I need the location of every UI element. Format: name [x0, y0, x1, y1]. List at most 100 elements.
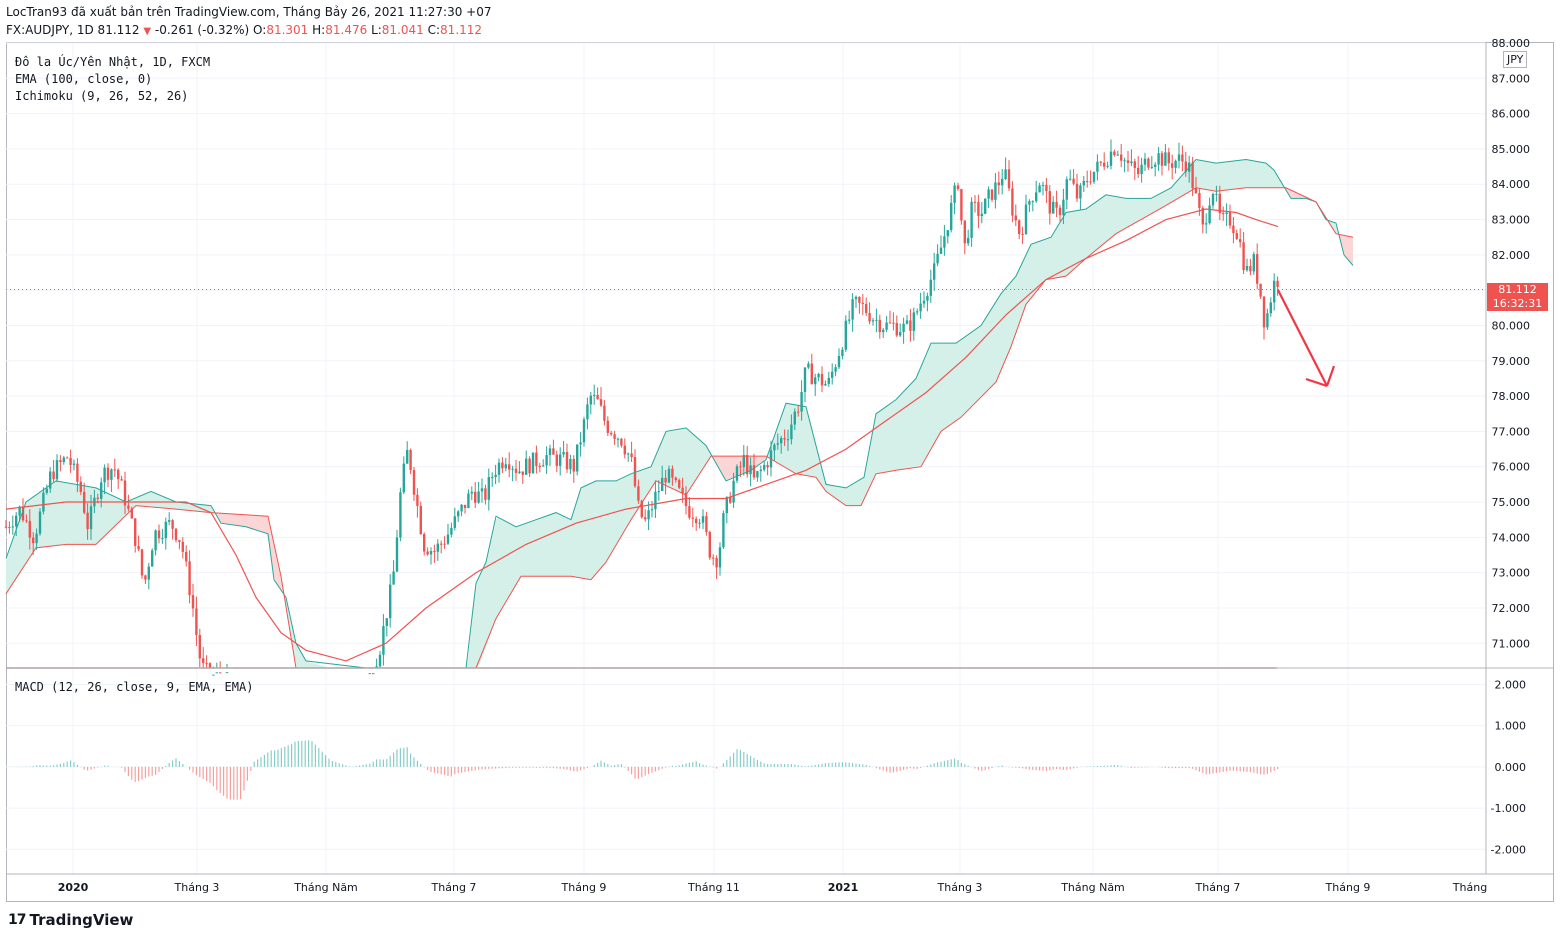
- candle-body: [922, 300, 926, 304]
- candle-body: [926, 295, 929, 301]
- ichimoku-cloud-segment: [681, 428, 684, 495]
- candle-body: [531, 452, 535, 474]
- candle-body: [151, 550, 154, 567]
- candle-body: [899, 332, 902, 336]
- candle-body: [637, 486, 640, 501]
- ichimoku-cloud-segment: [165, 497, 168, 509]
- candle-body: [1184, 161, 1187, 172]
- candle-body: [854, 296, 858, 300]
- candle-body: [1157, 153, 1160, 165]
- ema-legend[interactable]: EMA (100, close, 0): [15, 72, 153, 86]
- ichimoku-cloud-segment: [1182, 171, 1185, 197]
- ichimoku-cloud-segment: [255, 515, 258, 531]
- ichimoku-cloud-segment: [840, 486, 843, 504]
- ichimoku-cloud-segment: [513, 525, 516, 590]
- candle-body: [480, 488, 484, 492]
- candle-body: [647, 510, 650, 520]
- candle-body: [613, 434, 616, 439]
- candle-body: [783, 438, 786, 440]
- candle-body: [1055, 201, 1058, 208]
- ichimoku-cloud-segment: [990, 306, 993, 389]
- ichimoku-cloud-segment: [1344, 235, 1347, 259]
- ichimoku-legend[interactable]: Ichimoku (9, 26, 52, 26): [15, 89, 189, 103]
- candle-body: [606, 420, 609, 433]
- time-tick-label: Tháng: [1452, 881, 1487, 894]
- candle-body: [1205, 223, 1208, 225]
- candle-body: [616, 438, 620, 440]
- ichimoku-cloud-segment: [45, 486, 48, 547]
- ichimoku-cloud-segment: [885, 405, 888, 473]
- candle-body: [1007, 169, 1011, 189]
- candle-body: [875, 319, 878, 321]
- candle-body: [661, 477, 664, 492]
- time-tick-label: Tháng 9: [1325, 881, 1371, 894]
- ichimoku-cloud-segment: [1050, 233, 1053, 279]
- ichimoku-cloud-segment: [75, 484, 78, 545]
- ichimoku-cloud-segment: [138, 495, 141, 507]
- ichimoku-cloud-segment: [48, 484, 51, 547]
- candle-body: [1167, 152, 1170, 164]
- currency-badge[interactable]: JPY: [1503, 51, 1528, 68]
- ichimoku-cloud-segment: [1149, 197, 1152, 216]
- ichimoku-cloud-segment: [756, 456, 759, 467]
- tradingview-logo[interactable]: 17 TradingView: [8, 911, 133, 929]
- ichimoku-cloud-segment: [177, 502, 180, 510]
- candle-body: [990, 189, 994, 200]
- ichimoku-cloud-segment: [1020, 261, 1023, 322]
- candle-body: [1273, 280, 1276, 303]
- ichimoku-cloud-segment: [57, 481, 60, 546]
- candle-body: [1208, 205, 1211, 224]
- candle-body: [450, 527, 453, 535]
- forecast-arrow[interactable]: [1277, 289, 1336, 388]
- candle-body: [55, 460, 59, 480]
- ichimoku-cloud-segment: [1110, 195, 1113, 239]
- ichimoku-cloud-segment: [228, 513, 231, 525]
- candle-body: [848, 319, 851, 321]
- candle-body: [504, 464, 507, 469]
- ichimoku-cloud-segment: [246, 514, 249, 528]
- time-tick-label: Tháng 3: [937, 881, 983, 894]
- candle-body: [929, 279, 932, 296]
- ichimoku-cloud-segment: [210, 505, 213, 513]
- candle-body: [106, 467, 110, 480]
- ichimoku-cloud-segment: [1044, 238, 1047, 283]
- ichimoku-cloud-segment: [1209, 161, 1212, 191]
- candle-body: [130, 508, 133, 519]
- ichimoku-cloud-segment: [288, 606, 291, 638]
- candle-body: [178, 540, 181, 542]
- candle-body: [599, 399, 603, 406]
- ichimoku-cloud-segment: [594, 480, 597, 577]
- candle-body: [1072, 178, 1075, 184]
- forecast-arrow-shaft: [1277, 289, 1328, 387]
- ichimoku-cloud-segment: [909, 382, 912, 469]
- candle-body: [800, 391, 803, 412]
- candle-body: [572, 459, 575, 472]
- candle-body: [501, 462, 504, 469]
- candle-body: [426, 551, 429, 555]
- macd-legend[interactable]: MACD (12, 26, close, 9, EMA, EMA): [15, 680, 254, 694]
- candle-body: [171, 520, 174, 529]
- ichimoku-cloud-segment: [960, 338, 963, 418]
- candle-body: [650, 509, 654, 511]
- candle-body: [15, 515, 18, 527]
- ichimoku-cloud-segment: [237, 514, 240, 526]
- candle-body: [1092, 171, 1096, 182]
- ichimoku-cloud-segment: [18, 516, 21, 576]
- candle-body: [1222, 213, 1225, 215]
- ichimoku-cloud-segment: [873, 413, 876, 481]
- candle-body: [382, 625, 385, 655]
- candle-body: [491, 477, 494, 479]
- close-label: C:: [427, 23, 441, 37]
- candle-body: [1266, 313, 1269, 328]
- ichimoku-cloud-segment: [1098, 198, 1101, 249]
- candle-body: [1235, 233, 1238, 240]
- candle-body: [208, 663, 212, 668]
- ichimoku-cloud-segment: [975, 327, 978, 404]
- ichimoku-cloud-segment: [1140, 198, 1143, 221]
- candle-body: [1096, 161, 1099, 172]
- candle-body: [21, 506, 25, 521]
- ichimoku-cloud-segment: [963, 336, 966, 416]
- candle-body: [467, 493, 470, 509]
- candle-body: [185, 551, 188, 562]
